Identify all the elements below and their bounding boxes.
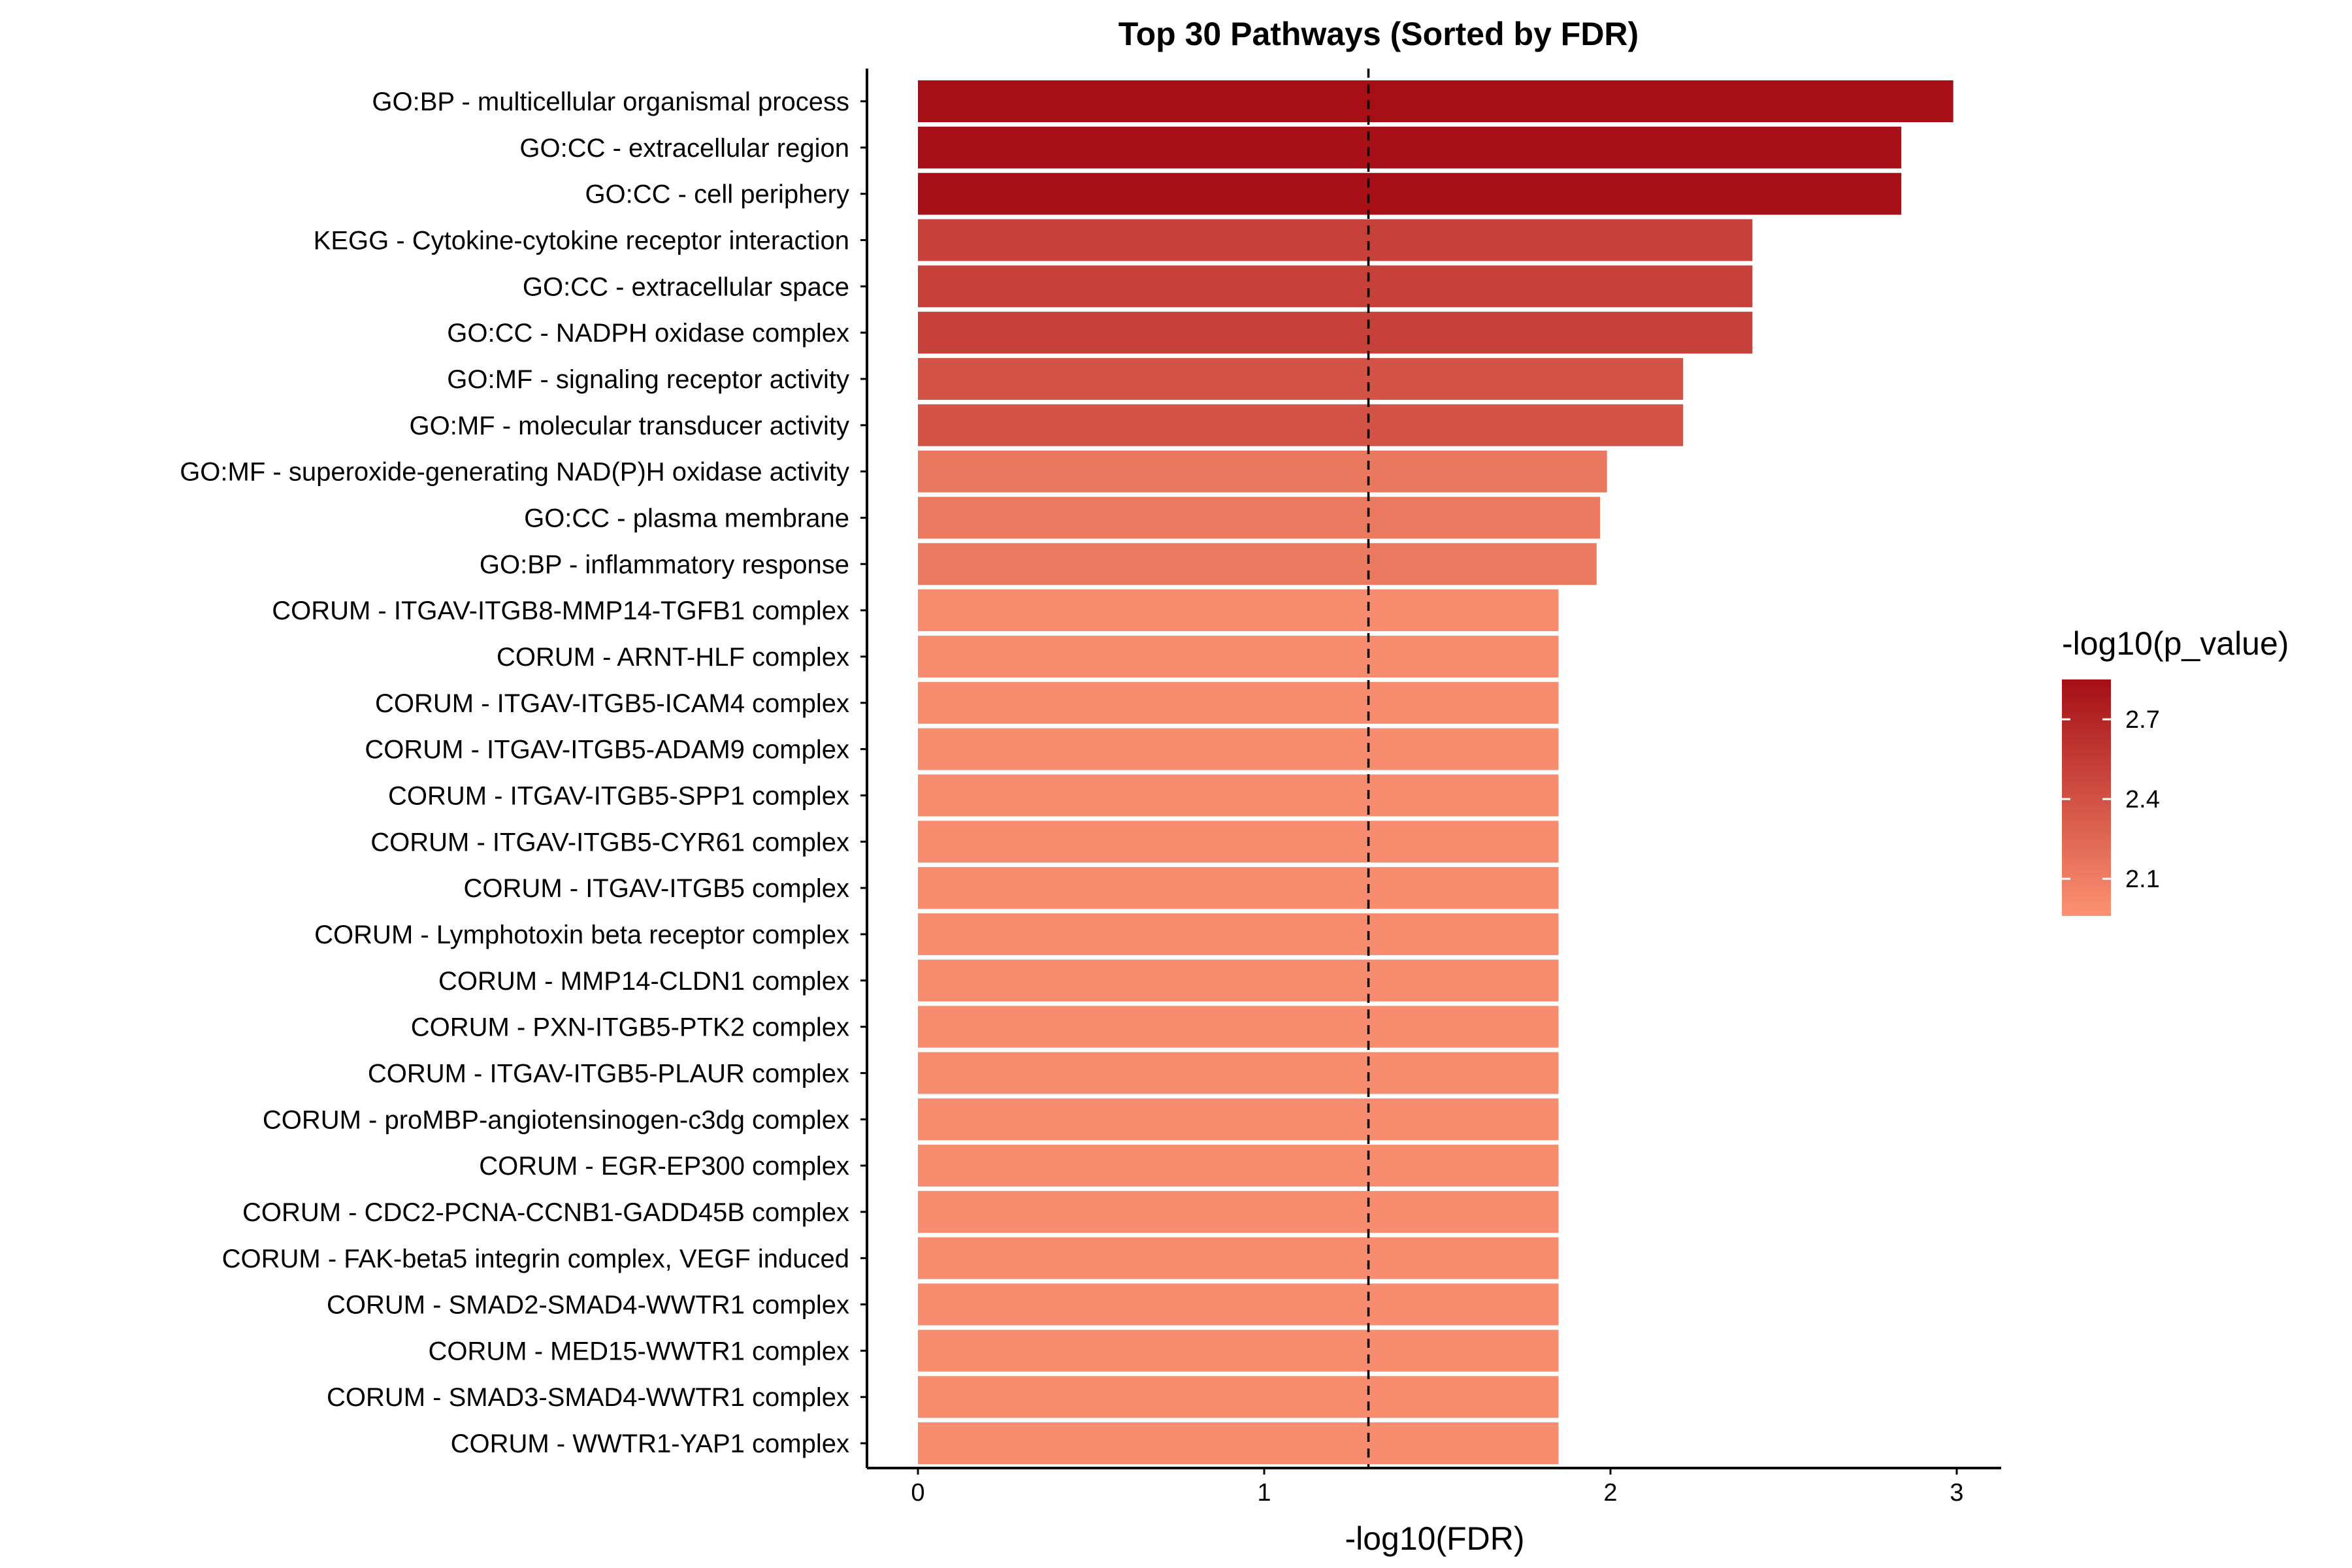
bar	[918, 959, 1559, 1002]
bar	[918, 913, 1559, 955]
category-label: CORUM - Lymphotoxin beta receptor comple…	[314, 921, 849, 949]
legend-ticks: 2.1 2.4 2.7	[2062, 706, 2160, 893]
bar	[918, 867, 1559, 909]
category-label: GO:BP - multicellular organismal process	[372, 88, 849, 116]
category-label: KEGG - Cytokine-cytokine receptor intera…	[314, 226, 849, 255]
category-label: CORUM - FAK-beta5 integrin complex, VEGF…	[222, 1245, 849, 1273]
category-label: CORUM - WWTR1-YAP1 complex	[451, 1429, 849, 1458]
bar	[918, 219, 1753, 261]
bar	[918, 589, 1559, 632]
category-labels: GO:BP - multicellular organismal process…	[180, 88, 867, 1458]
bar	[918, 497, 1601, 539]
category-label: GO:CC - plasma membrane	[524, 504, 849, 532]
category-label: CORUM - ITGAV-ITGB5-ICAM4 complex	[375, 689, 849, 718]
category-label: CORUM - EGR-EP300 complex	[479, 1152, 849, 1181]
bar	[918, 450, 1607, 493]
bar	[918, 1190, 1559, 1233]
bar	[918, 404, 1684, 446]
bar	[918, 728, 1559, 770]
bar	[918, 681, 1559, 724]
bar	[918, 1330, 1559, 1372]
bar	[918, 635, 1559, 678]
category-label: CORUM - ITGAV-ITGB5-ADAM9 complex	[365, 736, 849, 764]
category-label: CORUM - proMBP-angiotensinogen-c3dg comp…	[263, 1105, 849, 1134]
bar	[918, 1376, 1559, 1418]
category-label: CORUM - ITGAV-ITGB5-SPP1 complex	[388, 781, 849, 810]
bar	[918, 1052, 1559, 1094]
x-tick-label: 2	[1603, 1479, 1617, 1507]
category-label: GO:CC - extracellular space	[523, 272, 849, 301]
category-label: CORUM - ITGAV-ITGB8-MMP14-TGFB1 complex	[272, 596, 849, 625]
bar	[918, 543, 1597, 585]
legend-title: -log10(p_value)	[2062, 625, 2289, 662]
category-label: CORUM - SMAD2-SMAD4-WWTR1 complex	[327, 1291, 849, 1320]
category-label: GO:BP - inflammatory response	[480, 550, 849, 579]
bar	[918, 1005, 1559, 1048]
bar	[918, 1098, 1559, 1141]
category-label: GO:MF - signaling receptor activity	[447, 365, 849, 394]
bar	[918, 1283, 1559, 1326]
category-label: CORUM - SMAD3-SMAD4-WWTR1 complex	[327, 1383, 849, 1412]
chart-title: Top 30 Pathways (Sorted by FDR)	[1119, 16, 1639, 52]
x-ticks: 0 1 2 3	[911, 1468, 1964, 1507]
bar	[918, 1237, 1559, 1279]
bar	[918, 821, 1559, 863]
axes	[866, 69, 2001, 1469]
bar	[918, 172, 1902, 215]
bar	[918, 312, 1753, 354]
category-label: GO:CC - NADPH oxidase complex	[447, 319, 849, 348]
color-legend: -log10(p_value) 2.1 2.4 2.7	[2062, 625, 2289, 916]
legend-tick-label: 2.4	[2125, 786, 2160, 813]
bar	[918, 126, 1902, 169]
category-label: GO:CC - cell periphery	[585, 180, 849, 209]
category-label: CORUM - CDC2-PCNA-CCNB1-GADD45B complex	[242, 1198, 849, 1227]
x-axis-title: -log10(FDR)	[1345, 1520, 1524, 1557]
bar	[918, 1422, 1559, 1465]
legend-tick-label: 2.1	[2125, 866, 2160, 893]
bar	[918, 265, 1753, 308]
legend-tick-label: 2.7	[2125, 706, 2160, 734]
bars-group	[918, 80, 1953, 1465]
category-label: CORUM - ITGAV-ITGB5 complex	[464, 874, 849, 903]
category-label: GO:MF - molecular transducer activity	[410, 412, 850, 440]
x-tick-label: 3	[1950, 1479, 1963, 1507]
bar	[918, 774, 1559, 817]
category-label: GO:MF - superoxide-generating NAD(P)H ox…	[180, 458, 849, 487]
category-label: CORUM - ITGAV-ITGB5-PLAUR complex	[368, 1059, 849, 1088]
x-tick-label: 1	[1257, 1479, 1271, 1507]
bar	[918, 80, 1953, 122]
category-label: CORUM - PXN-ITGB5-PTK2 complex	[411, 1013, 849, 1042]
x-tick-label: 0	[911, 1479, 924, 1507]
category-label: CORUM - MED15-WWTR1 complex	[429, 1337, 849, 1365]
category-label: GO:CC - extracellular region	[519, 134, 849, 163]
bar	[918, 1145, 1559, 1187]
category-label: CORUM - MMP14-CLDN1 complex	[438, 967, 849, 996]
category-label: CORUM - ITGAV-ITGB5-CYR61 complex	[370, 828, 849, 857]
legend-colorbar	[2062, 679, 2111, 916]
bar	[918, 357, 1684, 400]
category-label: CORUM - ARNT-HLF complex	[497, 643, 849, 672]
